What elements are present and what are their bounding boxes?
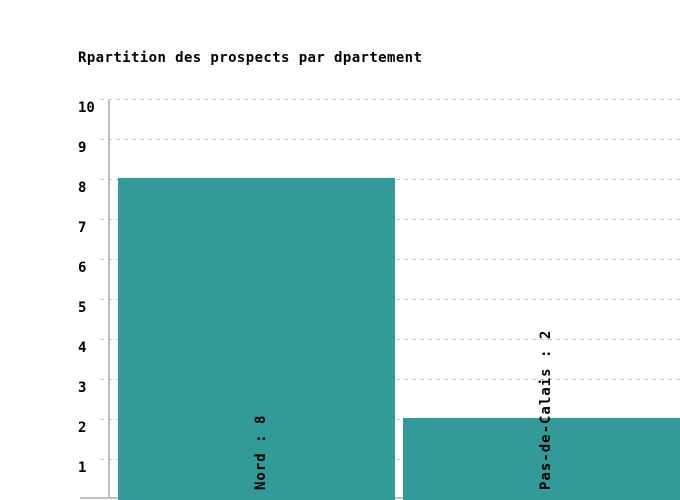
y-axis-tick-label-4: 4 [78, 340, 87, 356]
y-axis-tick-label-2: 2 [78, 420, 87, 436]
gridline-y-10 [100, 99, 680, 100]
y-axis-tick-label-1: 1 [78, 460, 87, 476]
y-axis-tick-label-8: 8 [78, 180, 87, 196]
gridline-y-9 [100, 139, 680, 140]
bar-nord [118, 178, 395, 500]
y-axis-tick-label-7: 7 [78, 220, 87, 236]
y-axis-tick-label-9: 9 [78, 140, 87, 156]
bar-label-pas-de-calais: Pas-de-Calais : 2 [537, 329, 554, 490]
bar-pas-de-calais [403, 418, 680, 500]
bar-label-nord: Nord : 8 [252, 414, 269, 490]
y-axis-tick-label-3: 3 [78, 380, 87, 396]
y-axis-tick-label-5: 5 [78, 300, 87, 316]
y-axis-tick-label-10: 10 [78, 100, 95, 116]
y-axis-tick-label-6: 6 [78, 260, 87, 276]
chart-title: Rpartition des prospects par dpartement [78, 50, 423, 66]
